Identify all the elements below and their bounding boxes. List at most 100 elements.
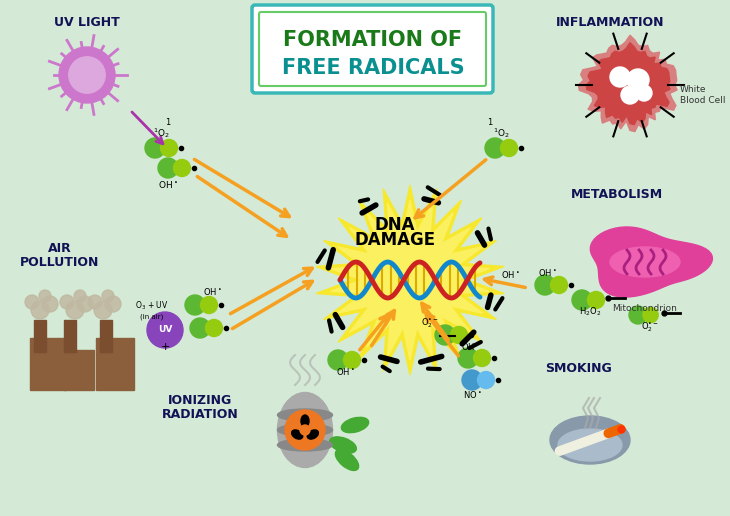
Circle shape [477,372,494,389]
Circle shape [31,301,49,319]
Text: INFLAMMATION: INFLAMMATION [556,15,664,28]
Text: O$_2^{\bullet-}$: O$_2^{\bullet-}$ [421,316,439,330]
Text: +: + [161,342,169,352]
Circle shape [450,327,467,344]
Bar [96,338,134,390]
Circle shape [328,350,348,370]
Text: O$_2^{\bullet-}$: O$_2^{\bullet-}$ [641,321,659,334]
Ellipse shape [277,393,332,467]
Text: UV: UV [158,326,172,334]
Circle shape [572,290,592,310]
Text: OH$^\bullet$: OH$^\bullet$ [461,341,480,352]
Ellipse shape [277,424,332,436]
Circle shape [501,139,518,156]
Circle shape [621,86,639,104]
Circle shape [59,47,115,103]
Circle shape [185,295,205,315]
Circle shape [105,296,121,312]
Circle shape [344,351,361,368]
Circle shape [42,296,58,312]
Circle shape [627,69,649,91]
FancyBboxPatch shape [252,5,493,93]
Circle shape [550,277,567,294]
Circle shape [145,138,165,158]
Bar [64,320,76,352]
Text: DNA: DNA [374,216,415,234]
Circle shape [102,290,114,302]
Ellipse shape [342,417,369,433]
Text: SMOKING: SMOKING [545,362,612,375]
Text: OH$^\bullet$: OH$^\bullet$ [501,269,520,280]
Circle shape [69,57,105,93]
Bar [34,320,46,352]
Circle shape [474,349,491,366]
Text: POLLUTION: POLLUTION [20,255,100,268]
Text: METABOLISM: METABOLISM [571,188,663,202]
Text: AIR: AIR [48,241,72,254]
Circle shape [66,301,84,319]
Circle shape [458,348,478,368]
Text: White
Blood Cell: White Blood Cell [680,85,726,105]
Text: Mitochondrion: Mitochondrion [612,304,677,313]
Circle shape [300,425,310,435]
Text: OH$^\bullet$: OH$^\bullet$ [537,267,556,278]
Circle shape [636,85,652,101]
Text: UV LIGHT: UV LIGHT [54,15,120,28]
Text: IONIZING: IONIZING [168,394,232,407]
Circle shape [94,301,112,319]
Bar [100,320,112,352]
Circle shape [25,295,39,309]
Circle shape [435,325,455,345]
Ellipse shape [277,439,332,451]
Circle shape [190,318,210,338]
Text: 1: 1 [165,118,170,127]
Ellipse shape [558,429,622,461]
Circle shape [74,290,86,302]
Polygon shape [591,227,712,297]
Text: (in air): (in air) [140,313,164,319]
Text: H$_2$O$_2$: H$_2$O$_2$ [579,306,601,318]
Circle shape [161,139,177,156]
Ellipse shape [610,247,680,277]
Circle shape [77,296,93,312]
Ellipse shape [292,430,303,439]
Circle shape [535,275,555,295]
Circle shape [610,67,630,87]
Circle shape [462,370,482,390]
Bar [30,338,66,390]
Text: OH$^\bullet$: OH$^\bullet$ [336,366,354,377]
Text: $^1$O$_2$: $^1$O$_2$ [153,125,169,139]
Circle shape [39,290,51,302]
Circle shape [158,158,178,178]
Circle shape [206,319,223,336]
Ellipse shape [550,416,630,464]
Text: FREE RADICALS: FREE RADICALS [282,58,464,78]
Circle shape [60,295,74,309]
Text: $^1$O$_2$: $^1$O$_2$ [493,125,510,139]
Text: 1: 1 [487,118,492,127]
Ellipse shape [335,449,358,471]
Text: O$_3$ + UV: O$_3$ + UV [135,299,169,312]
Circle shape [285,410,325,450]
Circle shape [485,138,505,158]
Bar [64,350,94,390]
Circle shape [643,308,658,322]
Ellipse shape [307,430,318,439]
Text: FORMATION OF: FORMATION OF [283,30,463,50]
Circle shape [629,306,647,324]
Circle shape [201,297,218,314]
Circle shape [588,292,604,309]
Ellipse shape [330,437,356,453]
Text: NO$^\bullet$: NO$^\bullet$ [463,389,481,400]
Polygon shape [586,43,670,124]
Polygon shape [578,35,677,132]
Text: RADIATION: RADIATION [161,409,239,422]
Ellipse shape [277,409,332,421]
Circle shape [88,295,102,309]
Circle shape [147,312,183,348]
Circle shape [174,159,191,176]
Polygon shape [316,185,504,375]
Text: OH$^\bullet$: OH$^\bullet$ [158,179,178,190]
Text: OH$^\bullet$: OH$^\bullet$ [203,286,221,297]
Polygon shape [331,200,489,360]
